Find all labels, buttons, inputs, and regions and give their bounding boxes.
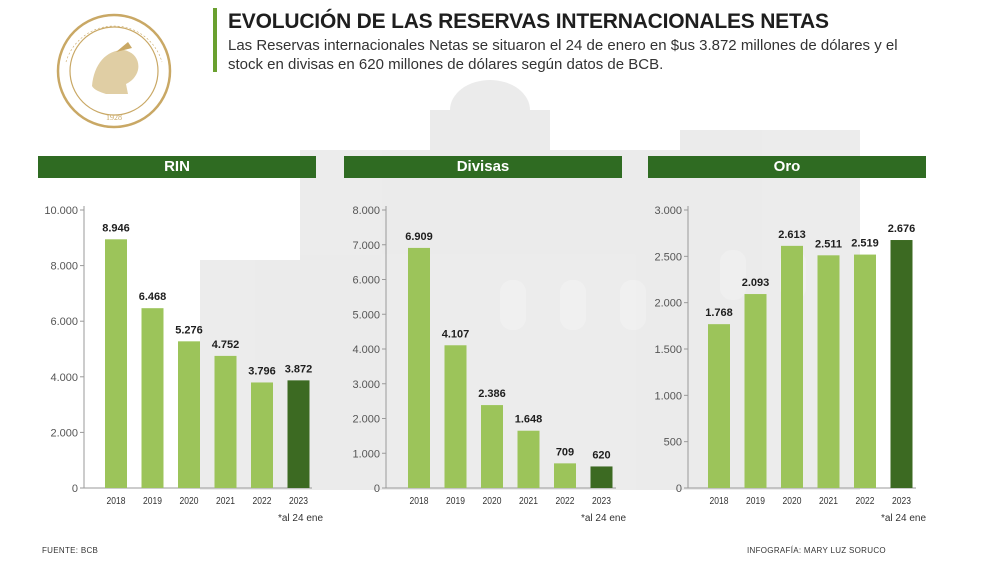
divisas-y-tick-label: 7.000 — [352, 240, 380, 252]
oro-y-tick-label: 1.000 — [654, 390, 682, 402]
oro-category-label-2021: 2021 — [819, 495, 838, 506]
divisas-bar-2018 — [408, 247, 430, 488]
rin-note: *al 24 ene — [278, 513, 323, 524]
panel-header-rin: RIN — [38, 156, 316, 178]
footer-source: FUENTE: BCB — [42, 546, 99, 555]
divisas-y-tick-label: 2.000 — [352, 414, 380, 426]
divisas-y-tick-label: 5.000 — [352, 309, 380, 321]
divisas-y-tick-label: 6.000 — [352, 275, 380, 287]
divisas-category-label-2020: 2020 — [483, 495, 502, 506]
rin-bar-2021 — [214, 355, 237, 488]
oro-y-tick-label: 2.500 — [654, 251, 682, 263]
panel-header-divisas: Divisas — [344, 156, 622, 178]
divisas-bar-2019 — [444, 345, 467, 488]
rin-category-label-2020: 2020 — [180, 495, 199, 506]
oro-category-label-2022: 2022 — [856, 495, 875, 506]
oro-value-label-2022: 2.519 — [851, 238, 879, 250]
oro-y-tick-label: 0 — [676, 483, 682, 495]
oro-value-label-2023: 2.676 — [888, 223, 916, 235]
rin-bar-2020 — [178, 341, 200, 488]
oro-bar-2020 — [781, 245, 803, 488]
rin-bar-2023 — [287, 380, 310, 488]
divisas-y-tick-label: 4.000 — [352, 344, 380, 356]
oro-note: *al 24 ene — [881, 513, 926, 524]
rin-y-tick-label: 0 — [72, 483, 78, 495]
divisas-value-label-2022: 709 — [556, 446, 574, 458]
page-title: EVOLUCIÓN DE LAS RESERVAS INTERNACIONALE… — [228, 10, 829, 33]
oro-y-tick-label: 1.500 — [654, 344, 682, 356]
rin-y-tick-label: 2.000 — [50, 427, 78, 439]
rin-y-tick-label: 8.000 — [50, 261, 78, 273]
divisas-category-label-2023: 2023 — [592, 495, 611, 506]
footer-credit: INFOGRAFÍA: MARY LUZ SORUCO — [747, 546, 886, 555]
divisas-y-tick-label: 8.000 — [352, 205, 380, 217]
divisas-value-label-2021: 1.648 — [515, 414, 543, 426]
oro-bar-2018 — [708, 324, 730, 488]
oro-value-label-2018: 1.768 — [705, 307, 733, 319]
divisas-value-label-2018: 6.909 — [405, 231, 433, 243]
divisas-y-tick-label: 3.000 — [352, 379, 380, 391]
rin-bar-2022 — [251, 382, 273, 488]
divisas-bar-2021 — [517, 430, 540, 488]
oro-category-label-2020: 2020 — [783, 495, 802, 506]
rin-y-tick-label: 6.000 — [50, 316, 78, 328]
divisas-category-label-2019: 2019 — [446, 495, 465, 506]
oro-y-tick-label: 2.000 — [654, 298, 682, 310]
divisas-category-label-2022: 2022 — [556, 495, 575, 506]
rin-value-label-2019: 6.468 — [139, 291, 167, 303]
rin-category-label-2018: 2018 — [107, 495, 126, 506]
rin-category-label-2021: 2021 — [216, 495, 235, 506]
divisas-y-tick-label: 0 — [374, 483, 380, 495]
rin-bar-2018 — [105, 239, 127, 488]
divisas-value-label-2019: 4.107 — [442, 328, 470, 340]
oro-y-tick-label: 3.000 — [654, 205, 682, 217]
divisas-value-label-2020: 2.386 — [478, 388, 506, 400]
title-accent-bar — [213, 8, 217, 72]
rin-value-label-2023: 3.872 — [285, 363, 313, 375]
oro-bar-2021 — [817, 255, 840, 488]
oro-y-tick-label: 500 — [664, 437, 682, 449]
divisas-y-tick-label: 1.000 — [352, 448, 380, 460]
rin-value-label-2020: 5.276 — [175, 324, 203, 336]
rin-category-label-2022: 2022 — [253, 495, 272, 506]
oro-bar-2019 — [744, 294, 767, 488]
divisas-value-label-2023: 620 — [592, 449, 610, 461]
oro-value-label-2020: 2.613 — [778, 229, 806, 241]
rin-category-label-2019: 2019 — [143, 495, 162, 506]
oro-value-label-2021: 2.511 — [815, 238, 842, 250]
rin-category-label-2023: 2023 — [289, 495, 308, 506]
divisas-bar-2020 — [481, 405, 503, 488]
oro-bar-2023 — [890, 240, 913, 488]
rin-y-tick-label: 10.000 — [44, 205, 78, 217]
rin-value-label-2018: 8.946 — [102, 222, 130, 234]
panel-header-oro: Oro — [648, 156, 926, 178]
divisas-bar-2023 — [590, 466, 613, 488]
oro-category-label-2019: 2019 — [746, 495, 765, 506]
banco-central-logo: 1928 — [56, 13, 172, 129]
oro-category-label-2023: 2023 — [892, 495, 911, 506]
logo-year: 1928 — [106, 113, 122, 122]
divisas-category-label-2021: 2021 — [519, 495, 538, 506]
rin-bar-2019 — [141, 308, 164, 488]
divisas-note: *al 24 ene — [581, 513, 626, 524]
divisas-bar-2022 — [554, 463, 576, 488]
rin-value-label-2022: 3.796 — [248, 365, 276, 377]
oro-category-label-2018: 2018 — [710, 495, 729, 506]
page-subtitle: Las Reservas internacionales Netas se si… — [228, 37, 898, 73]
divisas-category-label-2018: 2018 — [410, 495, 429, 506]
oro-bar-2022 — [854, 254, 876, 488]
rin-y-tick-label: 4.000 — [50, 372, 78, 384]
rin-value-label-2021: 4.752 — [212, 339, 240, 351]
oro-value-label-2019: 2.093 — [742, 277, 770, 289]
